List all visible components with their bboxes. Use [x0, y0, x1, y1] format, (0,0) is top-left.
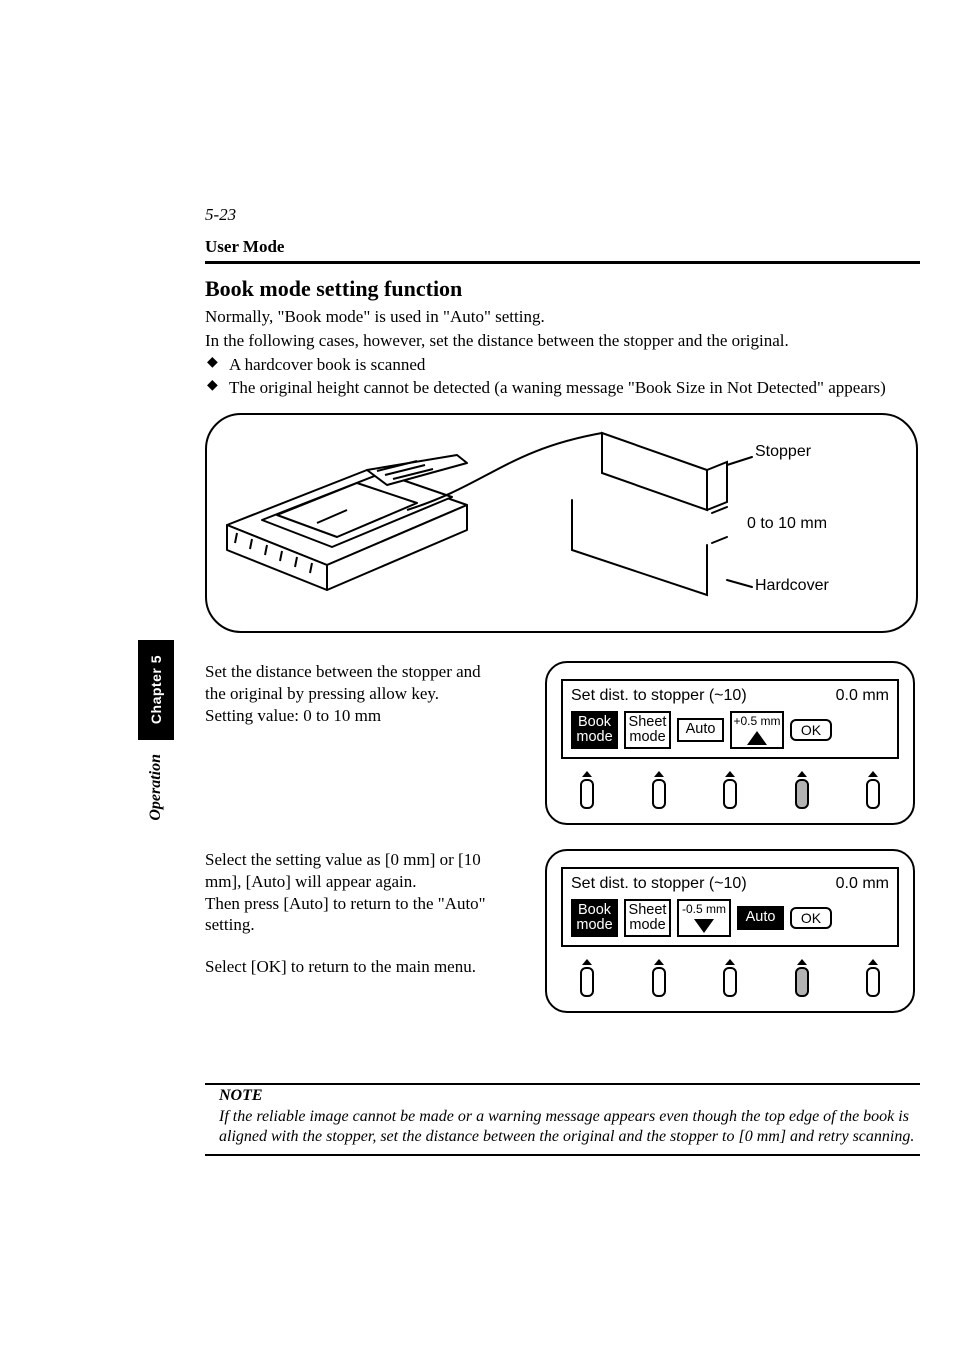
step-text-line: Then press [Auto] to return to the "Auto… [205, 893, 505, 937]
step-text: Set the distance between the stopper and… [205, 661, 505, 825]
button-pill [723, 779, 737, 809]
softkey-book-mode[interactable]: Bookmode [571, 899, 618, 937]
callout-hardcover: Hardcover [755, 577, 829, 595]
page-number: 5-23 [205, 205, 920, 225]
button-pill [723, 967, 737, 997]
physical-button[interactable] [710, 959, 750, 997]
bullet-item: A hardcover book is scanned [229, 354, 920, 376]
softkey-book-mode[interactable]: Bookmode [571, 711, 618, 749]
softkey-label: mode [629, 730, 665, 745]
intro-bullets: A hardcover book is scanned The original… [229, 354, 920, 400]
button-pill [866, 967, 880, 997]
physical-button-row [561, 771, 899, 809]
screen-title: Set dist. to stopper (~10) 0.0 mm [571, 687, 889, 705]
button-pill [580, 779, 594, 809]
softkey-ok[interactable]: OK [790, 907, 832, 929]
intro-line-2: In the following cases, however, set the… [205, 330, 920, 352]
arrow-up-icon [797, 771, 807, 777]
section-tab-label: Operation [147, 754, 165, 821]
side-tab: Chapter 5 Operation [138, 640, 174, 810]
physical-button[interactable] [853, 771, 893, 809]
step-text-line [205, 936, 505, 956]
step-row: Select the setting value as [0 mm] or [1… [205, 849, 920, 1013]
screen-title-left: Set dist. to stopper (~10) [571, 875, 747, 893]
step-text-line: Select [OK] to return to the main menu. [205, 956, 505, 978]
button-pill [866, 779, 880, 809]
softkey-sheet-mode[interactable]: Sheetmode [624, 711, 671, 749]
note-heading: NOTE [205, 1087, 920, 1105]
arrow-up-icon [654, 959, 664, 965]
header-user-mode: User Mode [205, 237, 920, 257]
softkey-ok[interactable]: OK [790, 719, 832, 741]
arrow-up-icon [582, 771, 592, 777]
callout-range: 0 to 10 mm [747, 515, 827, 533]
chapter-tab: Chapter 5 [138, 640, 174, 740]
softkey-sheet-mode[interactable]: Sheetmode [624, 899, 671, 937]
arrow-up-icon [797, 959, 807, 965]
note-rule-top [205, 1083, 920, 1085]
button-pill [795, 779, 809, 809]
page-title: Book mode setting function [205, 276, 920, 302]
softkey-auto[interactable]: Auto [737, 906, 784, 930]
note-rule-bottom [205, 1154, 920, 1156]
note-body: If the reliable image cannot be made or … [205, 1107, 920, 1148]
button-pill [795, 967, 809, 997]
softkey-step[interactable]: -0.5 mm [677, 899, 731, 937]
control-panel: Set dist. to stopper (~10)0.0 mmBookmode… [545, 661, 915, 825]
step-text-line: Select the setting value as [0 mm] or [1… [205, 849, 505, 893]
chapter-tab-label: Chapter 5 [148, 655, 164, 724]
arrow-down-icon [694, 919, 714, 933]
lcd-screen: Set dist. to stopper (~10)0.0 mmBookmode… [561, 679, 899, 759]
button-pill [652, 967, 666, 997]
scanner-illustration: Stopper 0 to 10 mm Hardcover [205, 413, 918, 633]
arrow-up-icon [747, 731, 767, 745]
physical-button[interactable] [567, 959, 607, 997]
arrow-up-icon [725, 771, 735, 777]
step-text-line: Set the distance between the stopper and… [205, 661, 505, 705]
step-text-line: Setting value: 0 to 10 mm [205, 705, 505, 727]
softkey-label: mode [576, 730, 612, 745]
control-panel: Set dist. to stopper (~10)0.0 mmBookmode… [545, 849, 915, 1013]
physical-button[interactable] [782, 771, 822, 809]
softkey-label: Sheet [629, 715, 667, 730]
physical-button[interactable] [782, 959, 822, 997]
physical-button[interactable] [853, 959, 893, 997]
softkey-label: -0.5 mm [682, 903, 726, 916]
section-tab: Operation [138, 744, 174, 830]
intro-line-1: Normally, "Book mode" is used in "Auto" … [205, 306, 920, 328]
arrow-up-icon [582, 959, 592, 965]
physical-button[interactable] [639, 771, 679, 809]
button-pill [652, 779, 666, 809]
screen-title-left: Set dist. to stopper (~10) [571, 687, 747, 705]
step-row: Set the distance between the stopper and… [205, 661, 920, 825]
bullet-item: The original height cannot be detected (… [229, 377, 920, 399]
screen-title-right: 0.0 mm [836, 875, 889, 893]
callout-stopper: Stopper [755, 443, 811, 461]
softkey-row: BookmodeSheetmode-0.5 mmAutoOK [571, 899, 889, 937]
arrow-up-icon [654, 771, 664, 777]
softkey-label: Book [578, 715, 611, 730]
physical-button[interactable] [639, 959, 679, 997]
screen-title-right: 0.0 mm [836, 687, 889, 705]
softkey-auto[interactable]: Auto [677, 718, 724, 742]
header-rule [205, 261, 920, 264]
softkey-label: mode [629, 918, 665, 933]
physical-button[interactable] [710, 771, 750, 809]
softkey-label: Sheet [629, 903, 667, 918]
step-text: Select the setting value as [0 mm] or [1… [205, 849, 505, 1013]
physical-button[interactable] [567, 771, 607, 809]
softkey-label: +0.5 mm [733, 715, 780, 728]
arrow-up-icon [868, 959, 878, 965]
note-block: NOTE If the reliable image cannot be mad… [205, 1083, 920, 1156]
arrow-up-icon [725, 959, 735, 965]
softkey-row: BookmodeSheetmodeAuto+0.5 mmOK [571, 711, 889, 749]
physical-button-row [561, 959, 899, 997]
arrow-up-icon [868, 771, 878, 777]
screen-title: Set dist. to stopper (~10) 0.0 mm [571, 875, 889, 893]
softkey-step[interactable]: +0.5 mm [730, 711, 784, 749]
lcd-screen: Set dist. to stopper (~10)0.0 mmBookmode… [561, 867, 899, 947]
softkey-label: mode [576, 918, 612, 933]
button-pill [580, 967, 594, 997]
softkey-label: Book [578, 903, 611, 918]
